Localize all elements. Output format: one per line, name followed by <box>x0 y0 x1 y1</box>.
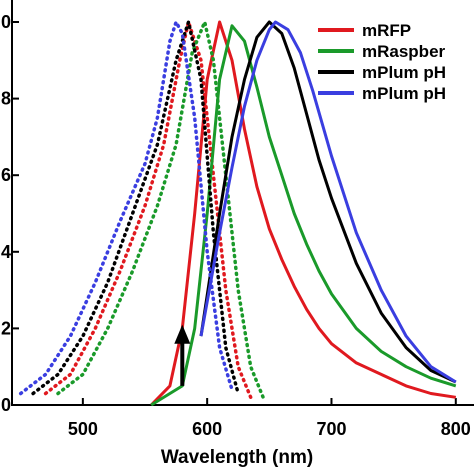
legend-label: mRaspber <box>362 42 446 61</box>
emission-line <box>199 20 457 384</box>
emission-line <box>150 24 457 407</box>
excitation-line <box>43 20 253 400</box>
y-tick-label: 0.8 <box>0 89 11 109</box>
arrow-head <box>174 324 191 344</box>
y-tick-label: 0.4 <box>0 242 11 262</box>
legend-label: mRFP <box>362 21 411 40</box>
x-tick-label: 800 <box>441 419 471 439</box>
emission-line <box>150 20 457 407</box>
y-tick-label: 1.0 <box>0 12 11 32</box>
excitation-line <box>56 20 265 400</box>
y-tick-label: 0.2 <box>0 318 11 338</box>
y-tick-label: 0.6 <box>0 165 11 185</box>
x-axis-label: Wavelength (nm) <box>161 447 313 468</box>
x-tick-label: 600 <box>192 419 222 439</box>
plot-frame <box>11 0 474 406</box>
legend-label: mPlum pH <box>362 63 446 82</box>
legend-label: mPlum pH <box>362 84 446 103</box>
excitation-line <box>18 20 234 396</box>
x-tick-label: 500 <box>68 419 98 439</box>
y-tick-label: 0 <box>1 395 11 415</box>
emission-line <box>199 20 457 384</box>
x-tick-label: 700 <box>316 419 346 439</box>
